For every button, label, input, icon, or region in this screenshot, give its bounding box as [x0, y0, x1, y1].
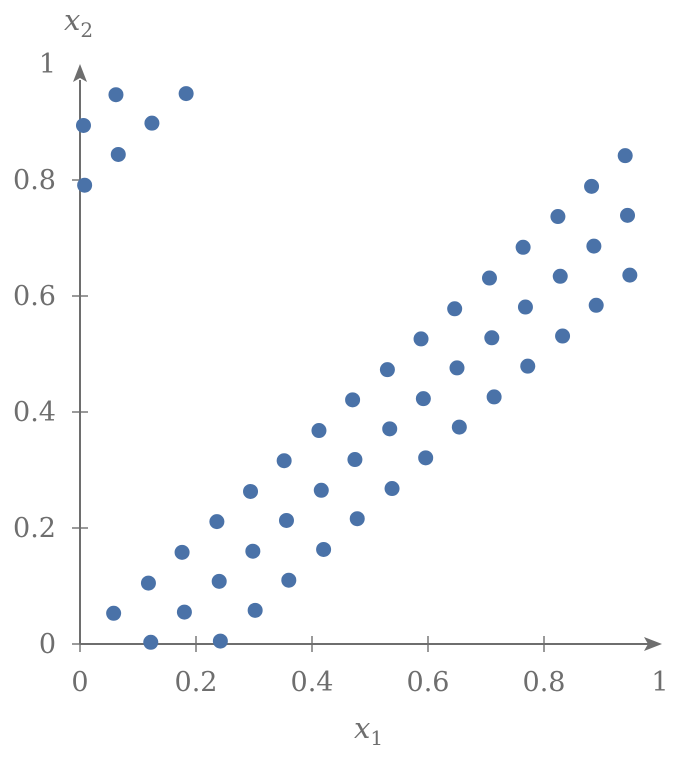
data-point	[413, 331, 429, 347]
y-tick-label: 0.6	[13, 281, 56, 312]
y-axis-arrow	[73, 64, 87, 82]
data-point	[550, 209, 566, 225]
data-point	[278, 512, 294, 528]
data-point	[281, 572, 297, 588]
x-tick-label: 0	[71, 667, 88, 698]
y-tick-label: 0.2	[13, 513, 56, 544]
data-point	[75, 117, 91, 133]
data-point	[176, 604, 192, 620]
x-tick-label: 1	[651, 667, 668, 698]
data-point	[449, 360, 465, 376]
data-point	[415, 391, 431, 407]
data-point	[316, 541, 332, 557]
data-point	[212, 633, 228, 649]
y-tick-label: 0.8	[13, 165, 56, 196]
x-tick-label: 0.8	[523, 667, 566, 698]
data-point	[311, 423, 327, 439]
data-point	[382, 421, 398, 437]
data-point	[515, 239, 531, 255]
data-point	[586, 238, 602, 254]
x-axis-arrow	[644, 637, 662, 651]
data-point	[276, 453, 292, 469]
data-point	[481, 270, 497, 286]
data-point	[588, 297, 604, 313]
data-point	[349, 511, 365, 527]
data-point	[620, 207, 636, 223]
data-point	[143, 634, 159, 650]
data-point	[313, 482, 329, 498]
data-point	[384, 481, 400, 497]
data-point	[520, 358, 536, 374]
data-point	[174, 544, 190, 560]
data-point	[106, 605, 122, 621]
data-point	[552, 268, 568, 284]
data-point	[622, 267, 638, 283]
data-point	[584, 178, 600, 194]
data-point	[379, 362, 395, 378]
data-point	[418, 450, 434, 466]
data-point	[110, 146, 126, 162]
y-axis-label: x2	[64, 3, 93, 42]
data-point	[555, 328, 571, 344]
data-point	[211, 573, 227, 589]
data-point	[247, 602, 263, 618]
data-point	[245, 543, 261, 559]
data-point	[140, 575, 156, 591]
data-point	[486, 389, 502, 405]
data-points	[75, 86, 638, 650]
data-point	[617, 148, 633, 164]
x-tick-label: 0.2	[175, 667, 218, 698]
data-point	[347, 452, 363, 468]
x-tick-label: 0.6	[407, 667, 450, 698]
data-point	[484, 330, 500, 346]
data-point	[108, 87, 124, 103]
data-point	[451, 419, 467, 435]
y-tick-label: 0.4	[13, 397, 56, 428]
data-point	[345, 392, 361, 408]
data-point	[144, 115, 160, 131]
data-point	[209, 514, 225, 530]
data-point	[178, 86, 194, 102]
y-tick-label: 0	[39, 629, 56, 660]
y-tick-labels: 0 0.2 0.4 0.6 0.8 1	[13, 49, 56, 660]
data-point	[243, 483, 259, 499]
x-tick-labels: 0 0.2 0.4 0.6 0.8 1	[71, 667, 668, 698]
y-tick-label: 1	[39, 49, 56, 80]
data-point	[517, 299, 533, 315]
data-point	[447, 301, 463, 317]
data-point	[77, 177, 93, 193]
x-tick-label: 0.4	[291, 667, 334, 698]
x-axis-label: x1	[354, 711, 383, 750]
